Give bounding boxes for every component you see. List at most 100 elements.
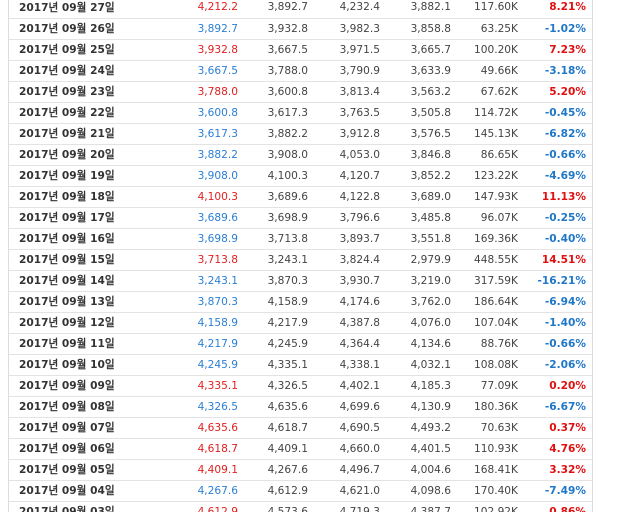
low-price-cell: 3,762.0 — [386, 291, 457, 313]
volume-cell: 100.20K — [457, 39, 524, 61]
open-price-cell: 3,667.5 — [244, 39, 314, 61]
date-cell: 2017년 09월 10일 — [9, 354, 119, 376]
table-row: 2017년 09월 08일 4,326.5 4,635.6 4,699.6 4,130.… — [9, 396, 592, 418]
table-row: 2017년 09월 14일 3,243.1 3,870.3 3,930.7 3,219.… — [9, 270, 592, 292]
low-price-cell: 3,689.0 — [386, 186, 457, 208]
table-row: 2017년 09월 03일 4,612.9 4,573.6 4,719.3 4,387.… — [9, 501, 592, 512]
date-cell: 2017년 09월 21일 — [9, 123, 119, 145]
volume-cell: 86.65K — [457, 144, 524, 166]
close-price-cell: 4,335.1 — [119, 375, 244, 397]
high-price-cell: 4,660.0 — [314, 438, 386, 460]
change-percent-cell: -0.25% — [524, 207, 592, 229]
volume-cell: 70.63K — [457, 417, 524, 439]
close-price-cell: 4,158.9 — [119, 312, 244, 334]
change-percent-cell: 4.76% — [524, 438, 592, 460]
table-row: 2017년 09월 22일 3,600.8 3,617.3 3,763.5 3,505.… — [9, 102, 592, 124]
low-price-cell: 3,665.7 — [386, 39, 457, 61]
open-price-cell: 3,689.6 — [244, 186, 314, 208]
low-price-cell: 2,979.9 — [386, 249, 457, 271]
high-price-cell: 4,621.0 — [314, 480, 386, 502]
low-price-cell: 3,858.8 — [386, 18, 457, 40]
low-price-cell: 3,633.9 — [386, 60, 457, 82]
change-percent-cell: 0.20% — [524, 375, 592, 397]
volume-cell: 448.55K — [457, 249, 524, 271]
price-history-table-container: 2017년 09월 27일 4,212.2 3,892.7 4,232.4 3,882.… — [8, 0, 593, 512]
high-price-cell: 4,364.4 — [314, 333, 386, 355]
close-price-cell: 3,788.0 — [119, 81, 244, 103]
close-price-cell: 3,243.1 — [119, 270, 244, 292]
table-row: 2017년 09월 16일 3,698.9 3,713.8 3,893.7 3,551.… — [9, 228, 592, 250]
volume-cell: 63.25K — [457, 18, 524, 40]
high-price-cell: 3,893.7 — [314, 228, 386, 250]
change-percent-cell: 8.21% — [524, 0, 592, 19]
change-percent-cell: -6.67% — [524, 396, 592, 418]
table-body: 2017년 09월 27일 4,212.2 3,892.7 4,232.4 3,882.… — [9, 0, 592, 512]
close-price-cell: 4,100.3 — [119, 186, 244, 208]
change-percent-cell: -0.66% — [524, 333, 592, 355]
volume-cell: 123.22K — [457, 165, 524, 187]
close-price-cell: 4,635.6 — [119, 417, 244, 439]
date-cell: 2017년 09월 15일 — [9, 249, 119, 271]
volume-cell: 145.13K — [457, 123, 524, 145]
volume-cell: 170.40K — [457, 480, 524, 502]
date-cell: 2017년 09월 07일 — [9, 417, 119, 439]
high-price-cell: 4,402.1 — [314, 375, 386, 397]
close-price-cell: 3,892.7 — [119, 18, 244, 40]
open-price-cell: 4,335.1 — [244, 354, 314, 376]
change-percent-cell: 7.23% — [524, 39, 592, 61]
change-percent-cell: -3.18% — [524, 60, 592, 82]
date-cell: 2017년 09월 06일 — [9, 438, 119, 460]
date-cell: 2017년 09월 20일 — [9, 144, 119, 166]
table-row: 2017년 09월 27일 4,212.2 3,892.7 4,232.4 3,882.… — [9, 0, 592, 19]
date-cell: 2017년 09월 26일 — [9, 18, 119, 40]
close-price-cell: 3,870.3 — [119, 291, 244, 313]
open-price-cell: 3,243.1 — [244, 249, 314, 271]
high-price-cell: 4,496.7 — [314, 459, 386, 481]
close-price-cell: 4,326.5 — [119, 396, 244, 418]
high-price-cell: 4,120.7 — [314, 165, 386, 187]
low-price-cell: 4,076.0 — [386, 312, 457, 334]
change-percent-cell: -2.06% — [524, 354, 592, 376]
change-percent-cell: -1.40% — [524, 312, 592, 334]
date-cell: 2017년 09월 11일 — [9, 333, 119, 355]
change-percent-cell: -6.94% — [524, 291, 592, 313]
open-price-cell: 3,892.7 — [244, 0, 314, 19]
table-row: 2017년 09월 11일 4,217.9 4,245.9 4,364.4 4,134.… — [9, 333, 592, 355]
high-price-cell: 4,338.1 — [314, 354, 386, 376]
table-row: 2017년 09월 25일 3,932.8 3,667.5 3,971.5 3,665.… — [9, 39, 592, 61]
volume-cell: 110.93K — [457, 438, 524, 460]
high-price-cell: 3,930.7 — [314, 270, 386, 292]
table-row: 2017년 09월 21일 3,617.3 3,882.2 3,912.8 3,576.… — [9, 123, 592, 145]
high-price-cell: 4,719.3 — [314, 501, 386, 512]
table-row: 2017년 09월 15일 3,713.8 3,243.1 3,824.4 2,979.… — [9, 249, 592, 271]
date-cell: 2017년 09월 09일 — [9, 375, 119, 397]
date-cell: 2017년 09월 27일 — [9, 0, 119, 19]
table-row: 2017년 09월 18일 4,100.3 3,689.6 4,122.8 3,689.… — [9, 186, 592, 208]
open-price-cell: 4,217.9 — [244, 312, 314, 334]
open-price-cell: 3,600.8 — [244, 81, 314, 103]
table-row: 2017년 09월 06일 4,618.7 4,409.1 4,660.0 4,401.… — [9, 438, 592, 460]
high-price-cell: 3,912.8 — [314, 123, 386, 145]
open-price-cell: 3,882.2 — [244, 123, 314, 145]
date-cell: 2017년 09월 18일 — [9, 186, 119, 208]
low-price-cell: 4,401.5 — [386, 438, 457, 460]
low-price-cell: 3,882.1 — [386, 0, 457, 19]
low-price-cell: 4,134.6 — [386, 333, 457, 355]
high-price-cell: 3,790.9 — [314, 60, 386, 82]
low-price-cell: 4,004.6 — [386, 459, 457, 481]
open-price-cell: 4,635.6 — [244, 396, 314, 418]
open-price-cell: 4,326.5 — [244, 375, 314, 397]
open-price-cell: 3,870.3 — [244, 270, 314, 292]
change-percent-cell: 3.32% — [524, 459, 592, 481]
table-row: 2017년 09월 04일 4,267.6 4,612.9 4,621.0 4,098.… — [9, 480, 592, 502]
open-price-cell: 4,100.3 — [244, 165, 314, 187]
low-price-cell: 4,493.2 — [386, 417, 457, 439]
high-price-cell: 3,763.5 — [314, 102, 386, 124]
low-price-cell: 3,505.8 — [386, 102, 457, 124]
close-price-cell: 3,698.9 — [119, 228, 244, 250]
open-price-cell: 3,698.9 — [244, 207, 314, 229]
open-price-cell: 3,788.0 — [244, 60, 314, 82]
close-price-cell: 4,217.9 — [119, 333, 244, 355]
change-percent-cell: 5.20% — [524, 81, 592, 103]
volume-cell: 96.07K — [457, 207, 524, 229]
